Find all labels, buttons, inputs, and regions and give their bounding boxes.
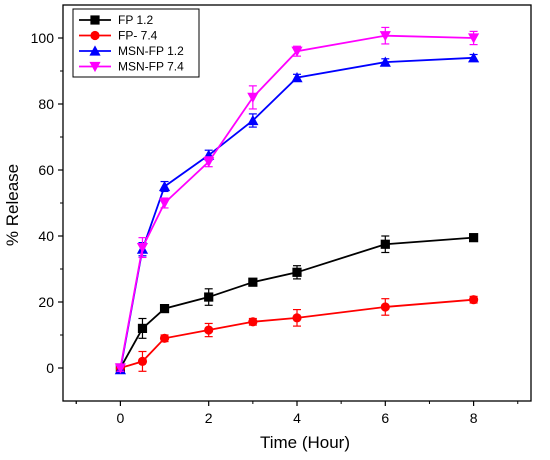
series-msn-fp-7-4	[114, 26, 480, 374]
axes: 0 20 40 60 80 100 0 2 4 6 8	[31, 4, 532, 426]
legend-marker	[89, 61, 101, 73]
data-point	[136, 242, 149, 254]
data-point	[159, 333, 170, 343]
legend-marker	[90, 15, 100, 25]
data-point	[469, 233, 479, 243]
data-point	[379, 31, 391, 42]
data-point	[468, 33, 480, 44]
y-tick-label: 0	[46, 360, 54, 376]
data-point	[379, 56, 391, 67]
data-point	[204, 325, 214, 335]
x-tick-label: 2	[205, 410, 213, 426]
data-point	[158, 198, 171, 209]
data-point	[291, 72, 303, 83]
data-point	[248, 277, 258, 287]
data-point	[158, 180, 171, 192]
legend-marker	[89, 45, 101, 56]
y-axis-label: % Release	[3, 164, 22, 246]
data-point	[137, 323, 148, 333]
data-point	[380, 239, 390, 249]
series-fp-1-2	[115, 233, 479, 373]
data-point	[203, 157, 215, 168]
series-line	[119, 236, 474, 369]
data-point	[468, 52, 480, 63]
y-tick-label: 20	[38, 294, 54, 310]
data-point	[247, 114, 259, 126]
legend-label: MSN-FP 7.4	[118, 60, 184, 74]
legend-item: FP 1.2	[79, 13, 153, 27]
legend-label: FP 1.2	[118, 13, 153, 27]
legend-marker	[90, 30, 100, 41]
data-point	[248, 317, 258, 327]
series-layer	[114, 26, 480, 375]
legend-label: FP- 7.4	[118, 29, 158, 43]
x-tick-label: 8	[470, 410, 478, 426]
legend-item: MSN-FP 7.4	[79, 60, 184, 74]
y-tick-label: 80	[38, 96, 54, 112]
x-tick-label: 4	[293, 410, 301, 426]
x-axis-label: Time (Hour)	[260, 433, 350, 452]
data-point	[292, 313, 302, 323]
data-point	[380, 302, 390, 312]
data-point	[159, 304, 170, 314]
series-line	[120, 298, 474, 369]
y-tick-label: 40	[38, 228, 54, 244]
data-point	[292, 267, 302, 277]
y-tick-label: 60	[38, 162, 54, 178]
x-tick-label: 0	[116, 410, 124, 426]
data-point	[137, 356, 148, 366]
data-point	[291, 46, 303, 57]
data-point	[204, 292, 214, 302]
x-tick-label: 6	[381, 410, 389, 426]
legend-item: FP- 7.4	[79, 29, 158, 43]
data-point	[469, 295, 479, 305]
series-line	[119, 34, 474, 369]
legend-item: MSN-FP 1.2	[79, 44, 184, 58]
data-point	[247, 92, 259, 103]
y-tick-label: 100	[31, 30, 55, 46]
data-point	[114, 363, 126, 374]
legend-label: MSN-FP 1.2	[118, 44, 184, 58]
